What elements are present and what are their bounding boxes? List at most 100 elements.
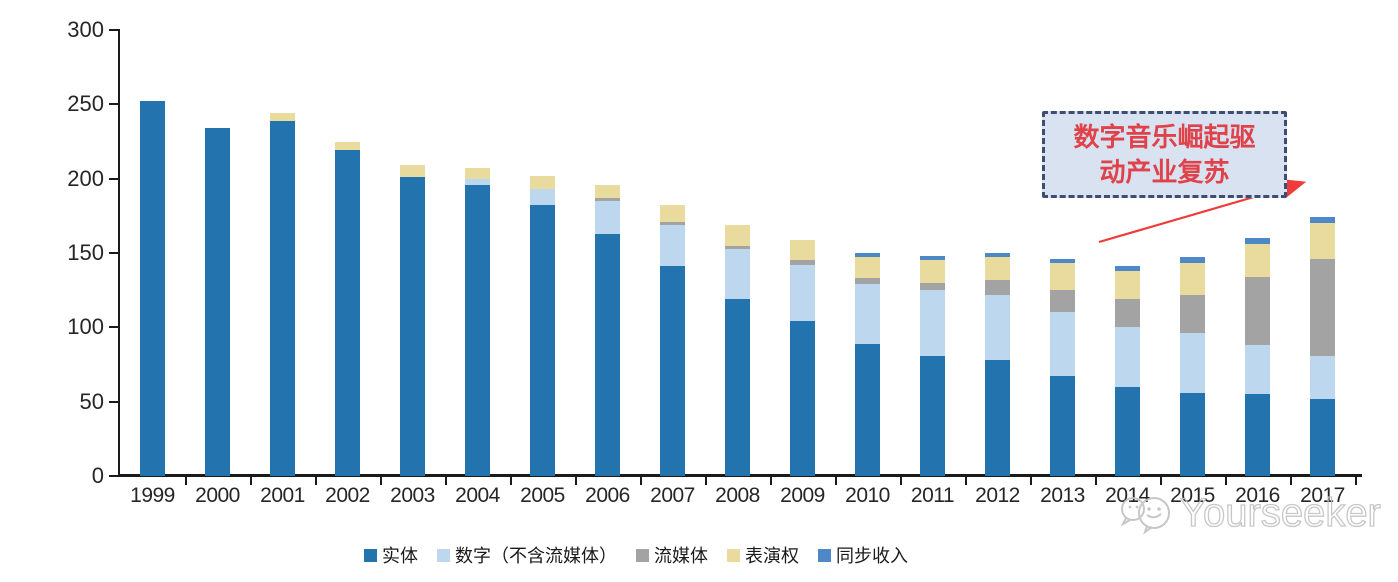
x-axis-label: 2010 <box>845 484 890 507</box>
y-tick-label: 50 <box>79 388 104 414</box>
bar-segment-数字（不含流媒体）-2004 <box>465 178 490 185</box>
bar-segment-流媒体-2010 <box>855 278 880 285</box>
bar-segment-同步收入-2010 <box>855 253 880 258</box>
bar-segment-同步收入-2015 <box>1180 257 1205 264</box>
annotation-text-line2: 动产业复苏 <box>1099 156 1230 187</box>
bar-segment-数字（不含流媒体）-2014 <box>1115 327 1140 387</box>
x-tick-mark <box>705 477 707 485</box>
x-axis-label: 2002 <box>325 484 370 507</box>
x-tick-mark <box>900 477 902 485</box>
legend-swatch-icon <box>364 548 377 562</box>
x-axis-label: 2007 <box>650 484 695 507</box>
legend-label: 实体 <box>382 546 418 566</box>
bar-segment-实体-2005 <box>530 205 555 476</box>
bar-segment-实体-2011 <box>920 355 945 476</box>
bar-segment-数字（不含流媒体）-2017 <box>1310 355 1335 399</box>
bar-segment-流媒体-2006 <box>595 197 620 201</box>
x-axis-label: 2012 <box>975 484 1020 507</box>
x-tick-mark <box>315 477 317 485</box>
x-tick-mark <box>445 477 447 485</box>
bar-segment-流媒体-2015 <box>1180 294 1205 334</box>
x-axis-label: 2003 <box>390 484 435 507</box>
bar-segment-实体-2017 <box>1310 398 1335 476</box>
y-axis-line <box>118 29 120 477</box>
x-tick-mark <box>1225 477 1227 485</box>
legend-item-数字（不含流媒体）: 数字（不含流媒体） <box>437 542 617 568</box>
bar-segment-表演权-2003 <box>400 165 425 178</box>
bar-segment-数字（不含流媒体）-2009 <box>790 264 815 322</box>
legend: 实体 数字（不含流媒体） 流媒体 表演权 同步收入 <box>364 542 908 568</box>
bar-segment-数字（不含流媒体）-2008 <box>725 248 750 300</box>
annotation-text-line1: 数字音乐崛起驱 <box>1073 121 1256 152</box>
x-axis-label: 2016 <box>1235 484 1280 507</box>
bar-segment-实体-2013 <box>1050 376 1075 476</box>
bar-segment-实体-2012 <box>985 360 1010 476</box>
bar-segment-流媒体-2013 <box>1050 290 1075 313</box>
bar-segment-表演权-2017 <box>1310 223 1335 259</box>
bar-segment-实体-2000 <box>205 128 230 476</box>
y-tick-mark <box>109 475 118 477</box>
legend-label: 流媒体 <box>654 546 708 566</box>
bar-segment-流媒体-2007 <box>660 221 685 225</box>
y-tick-mark <box>109 177 118 180</box>
bar-segment-实体-2015 <box>1180 392 1205 476</box>
x-tick-mark <box>1030 477 1032 485</box>
x-tick-mark <box>575 477 577 485</box>
y-tick-mark <box>109 326 118 329</box>
bar-segment-表演权-2013 <box>1050 263 1075 291</box>
legend-swatch-icon <box>636 548 649 562</box>
bar-segment-实体-2003 <box>400 177 425 476</box>
x-axis-label: 2013 <box>1040 484 1085 507</box>
bar-segment-实体-2016 <box>1245 394 1270 476</box>
bar-segment-同步收入-2012 <box>985 253 1010 258</box>
watermark-logo-icon <box>1120 497 1170 535</box>
watermark-text: Yourseeker <box>1179 490 1381 535</box>
bar-segment-同步收入-2013 <box>1050 258 1075 264</box>
bar-segment-流媒体-2011 <box>920 282 945 291</box>
bar-segment-实体-2004 <box>465 184 490 476</box>
x-axis-label: 2004 <box>455 484 500 507</box>
x-axis-label: 2017 <box>1300 484 1345 507</box>
x-tick-mark <box>380 477 382 485</box>
x-tick-mark <box>835 477 837 485</box>
x-tick-mark <box>640 477 642 485</box>
legend-label: 数字（不含流媒体） <box>455 546 617 566</box>
x-tick-mark <box>510 477 512 485</box>
legend-label: 表演权 <box>745 546 799 566</box>
bar-segment-实体-2006 <box>595 233 620 476</box>
legend-swatch-icon <box>818 548 831 562</box>
bar-segment-流媒体-2017 <box>1310 258 1335 356</box>
annotation-box: 数字音乐崛起驱 动产业复苏 <box>1042 111 1287 198</box>
bar-segment-数字（不含流媒体）-2007 <box>660 224 685 267</box>
bar-segment-流媒体-2016 <box>1245 276 1270 346</box>
y-tick-label: 0 <box>91 463 104 488</box>
y-tick-mark <box>109 29 118 31</box>
x-tick-mark <box>250 477 252 485</box>
legend-item-同步收入: 同步收入 <box>818 542 908 568</box>
bar-segment-同步收入-2014 <box>1115 266 1140 271</box>
bar-segment-流媒体-2012 <box>985 279 1010 295</box>
bar-segment-数字（不含流媒体）-2016 <box>1245 345 1270 395</box>
y-tick-mark <box>109 103 118 106</box>
bar-segment-实体-2008 <box>725 299 750 476</box>
bar-segment-实体-2014 <box>1115 386 1140 476</box>
x-tick-mark <box>770 477 772 485</box>
y-tick-mark <box>109 400 118 403</box>
bar-segment-数字（不含流媒体）-2010 <box>855 284 880 344</box>
x-axis-label: 2014 <box>1105 484 1150 507</box>
y-tick-label: 150 <box>67 240 104 265</box>
legend-swatch-icon <box>727 548 740 562</box>
x-axis-label: 2011 <box>910 484 955 507</box>
bar-segment-流媒体-2014 <box>1115 299 1140 328</box>
x-tick-mark <box>1095 477 1097 485</box>
x-tick-mark <box>1160 477 1162 485</box>
bar-segment-表演权-2012 <box>985 257 1010 280</box>
y-tick-label: 300 <box>67 17 104 42</box>
x-axis-label: 2005 <box>520 484 565 507</box>
bar-segment-表演权-2001 <box>270 113 295 121</box>
bar-segment-实体-2009 <box>790 321 815 476</box>
bar-segment-实体-1999 <box>140 101 165 476</box>
bar-segment-数字（不含流媒体）-2015 <box>1180 333 1205 393</box>
bar-segment-表演权-2009 <box>790 239 815 261</box>
